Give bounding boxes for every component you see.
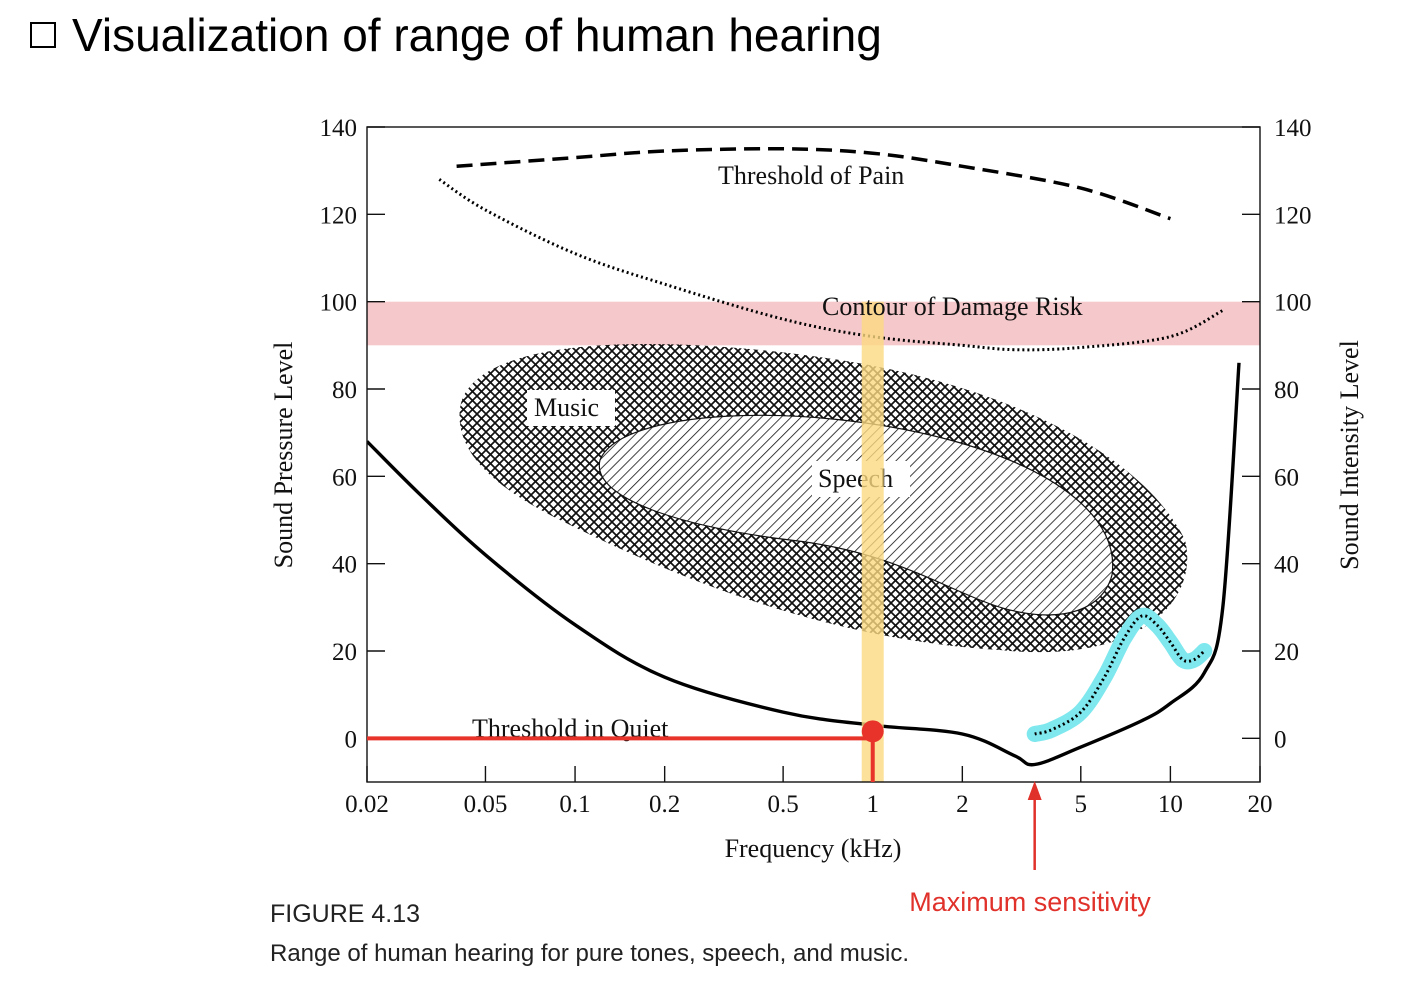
damage-risk-line [438,178,1224,352]
y-tick-label-left: 20 [332,639,357,666]
bullet-square-icon [30,22,56,48]
music-label-bg [527,390,615,426]
y-tick-label-right: 20 [1274,639,1299,666]
max-sensitivity-label: Maximum sensitivity [909,887,1151,917]
slide-title-text: Visualization of range of human hearing [72,9,882,61]
y-axis-label: Sound Pressure Level [269,342,298,569]
speech-label-bg [812,461,910,497]
x-tick-label: 0.2 [649,791,680,818]
y-tick-label-right: 80 [1274,377,1299,404]
x-tick-label: 1 [866,791,879,818]
x-tick-label: 0.1 [559,791,590,818]
x-tick-label: 0.05 [464,791,508,818]
x-tick-label: 10 [1158,791,1183,818]
x-tick-label: 0.02 [345,791,389,818]
y-axis-right-label: Sound Intensity Level [1335,340,1364,570]
y-tick-label-left: 80 [332,377,357,404]
threshold-in-quiet-line [367,362,1241,767]
y-tick-label-left: 100 [320,290,358,317]
figure-caption: Range of human hearing for pure tones, s… [270,940,910,967]
y-tick-label-left: 120 [320,202,358,229]
y-tick-label-left: 60 [332,464,357,491]
x-tick-label: 2 [956,791,969,818]
x-tick-label: 5 [1075,791,1088,818]
one-khz-band [861,301,884,782]
damage-risk-band [367,301,1260,346]
one-khz-point [861,720,884,743]
x-axis-label: Frequency (kHz) [725,834,902,863]
music-label: Music [534,393,599,422]
y-tick-label-right: 0 [1274,726,1287,753]
y-tick-label-right: 100 [1274,290,1312,317]
y-tick-label-left: 140 [320,115,358,142]
speech-region [598,414,1114,616]
plot-frame [366,126,1261,783]
series-4-line [1034,614,1206,736]
threshold-of-pain-label: Threshold of Pain [718,161,904,190]
max-sensitivity-arrow-head [1027,781,1042,800]
y-tick-label-left: 40 [332,552,357,579]
damage-risk-label: Contour of Damage Risk [822,292,1083,321]
y-tick-label-right: 140 [1274,115,1312,142]
y-tick-label-right: 60 [1274,464,1299,491]
threshold-of-pain-line [456,147,1171,221]
figure-label: FIGURE 4.13 [270,900,421,928]
y-tick-label-left: 0 [345,726,358,753]
y-tick-label-right: 40 [1274,552,1299,579]
y-tick-label-right: 120 [1274,202,1312,229]
x-tick-label: 0.5 [767,791,798,818]
slide-title: Visualization of range of human hearing [30,8,882,62]
x-tick-label: 20 [1248,791,1273,818]
